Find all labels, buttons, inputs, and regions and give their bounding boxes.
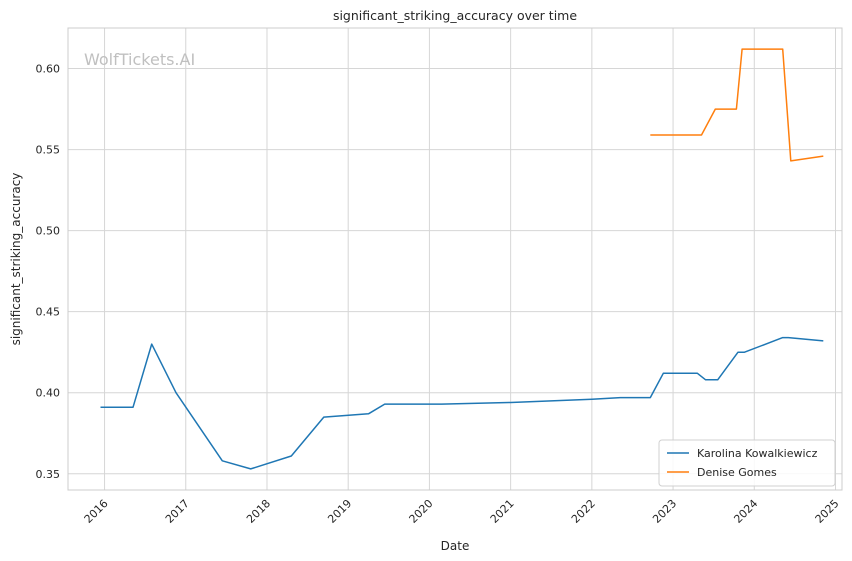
legend-label-0: Karolina Kowalkiewicz — [697, 447, 818, 460]
y-axis-label: significant_striking_accuracy — [9, 173, 23, 346]
x-axis-label: Date — [441, 539, 470, 553]
legend: Karolina Kowalkiewicz Denise Gomes — [658, 439, 836, 487]
y-tick-label: 0.55 — [36, 144, 61, 157]
series-layer — [100, 48, 824, 470]
y-tick-label: 0.45 — [36, 306, 61, 319]
series-line-0 — [100, 336, 824, 470]
y-tick-label: 0.60 — [36, 63, 61, 76]
watermark: WolfTickets.AI — [84, 50, 195, 69]
plot-frame — [67, 27, 843, 491]
legend-label-1: Denise Gomes — [697, 466, 777, 479]
y-tick-label: 0.35 — [36, 468, 61, 481]
chart-title: significant_striking_accuracy over time — [333, 8, 577, 23]
legend-box — [658, 439, 836, 487]
x-axis-ticks: 2016 2017 2018 2019 2020 2021 2022 2023 2024 2025 — [82, 497, 842, 526]
y-axis-ticks: 0.35 0.40 0.45 0.50 0.55 0.60 — [36, 63, 61, 481]
series-line-1 — [650, 48, 824, 162]
y-tick-label: 0.40 — [36, 387, 61, 400]
y-tick-label: 0.50 — [36, 225, 61, 238]
